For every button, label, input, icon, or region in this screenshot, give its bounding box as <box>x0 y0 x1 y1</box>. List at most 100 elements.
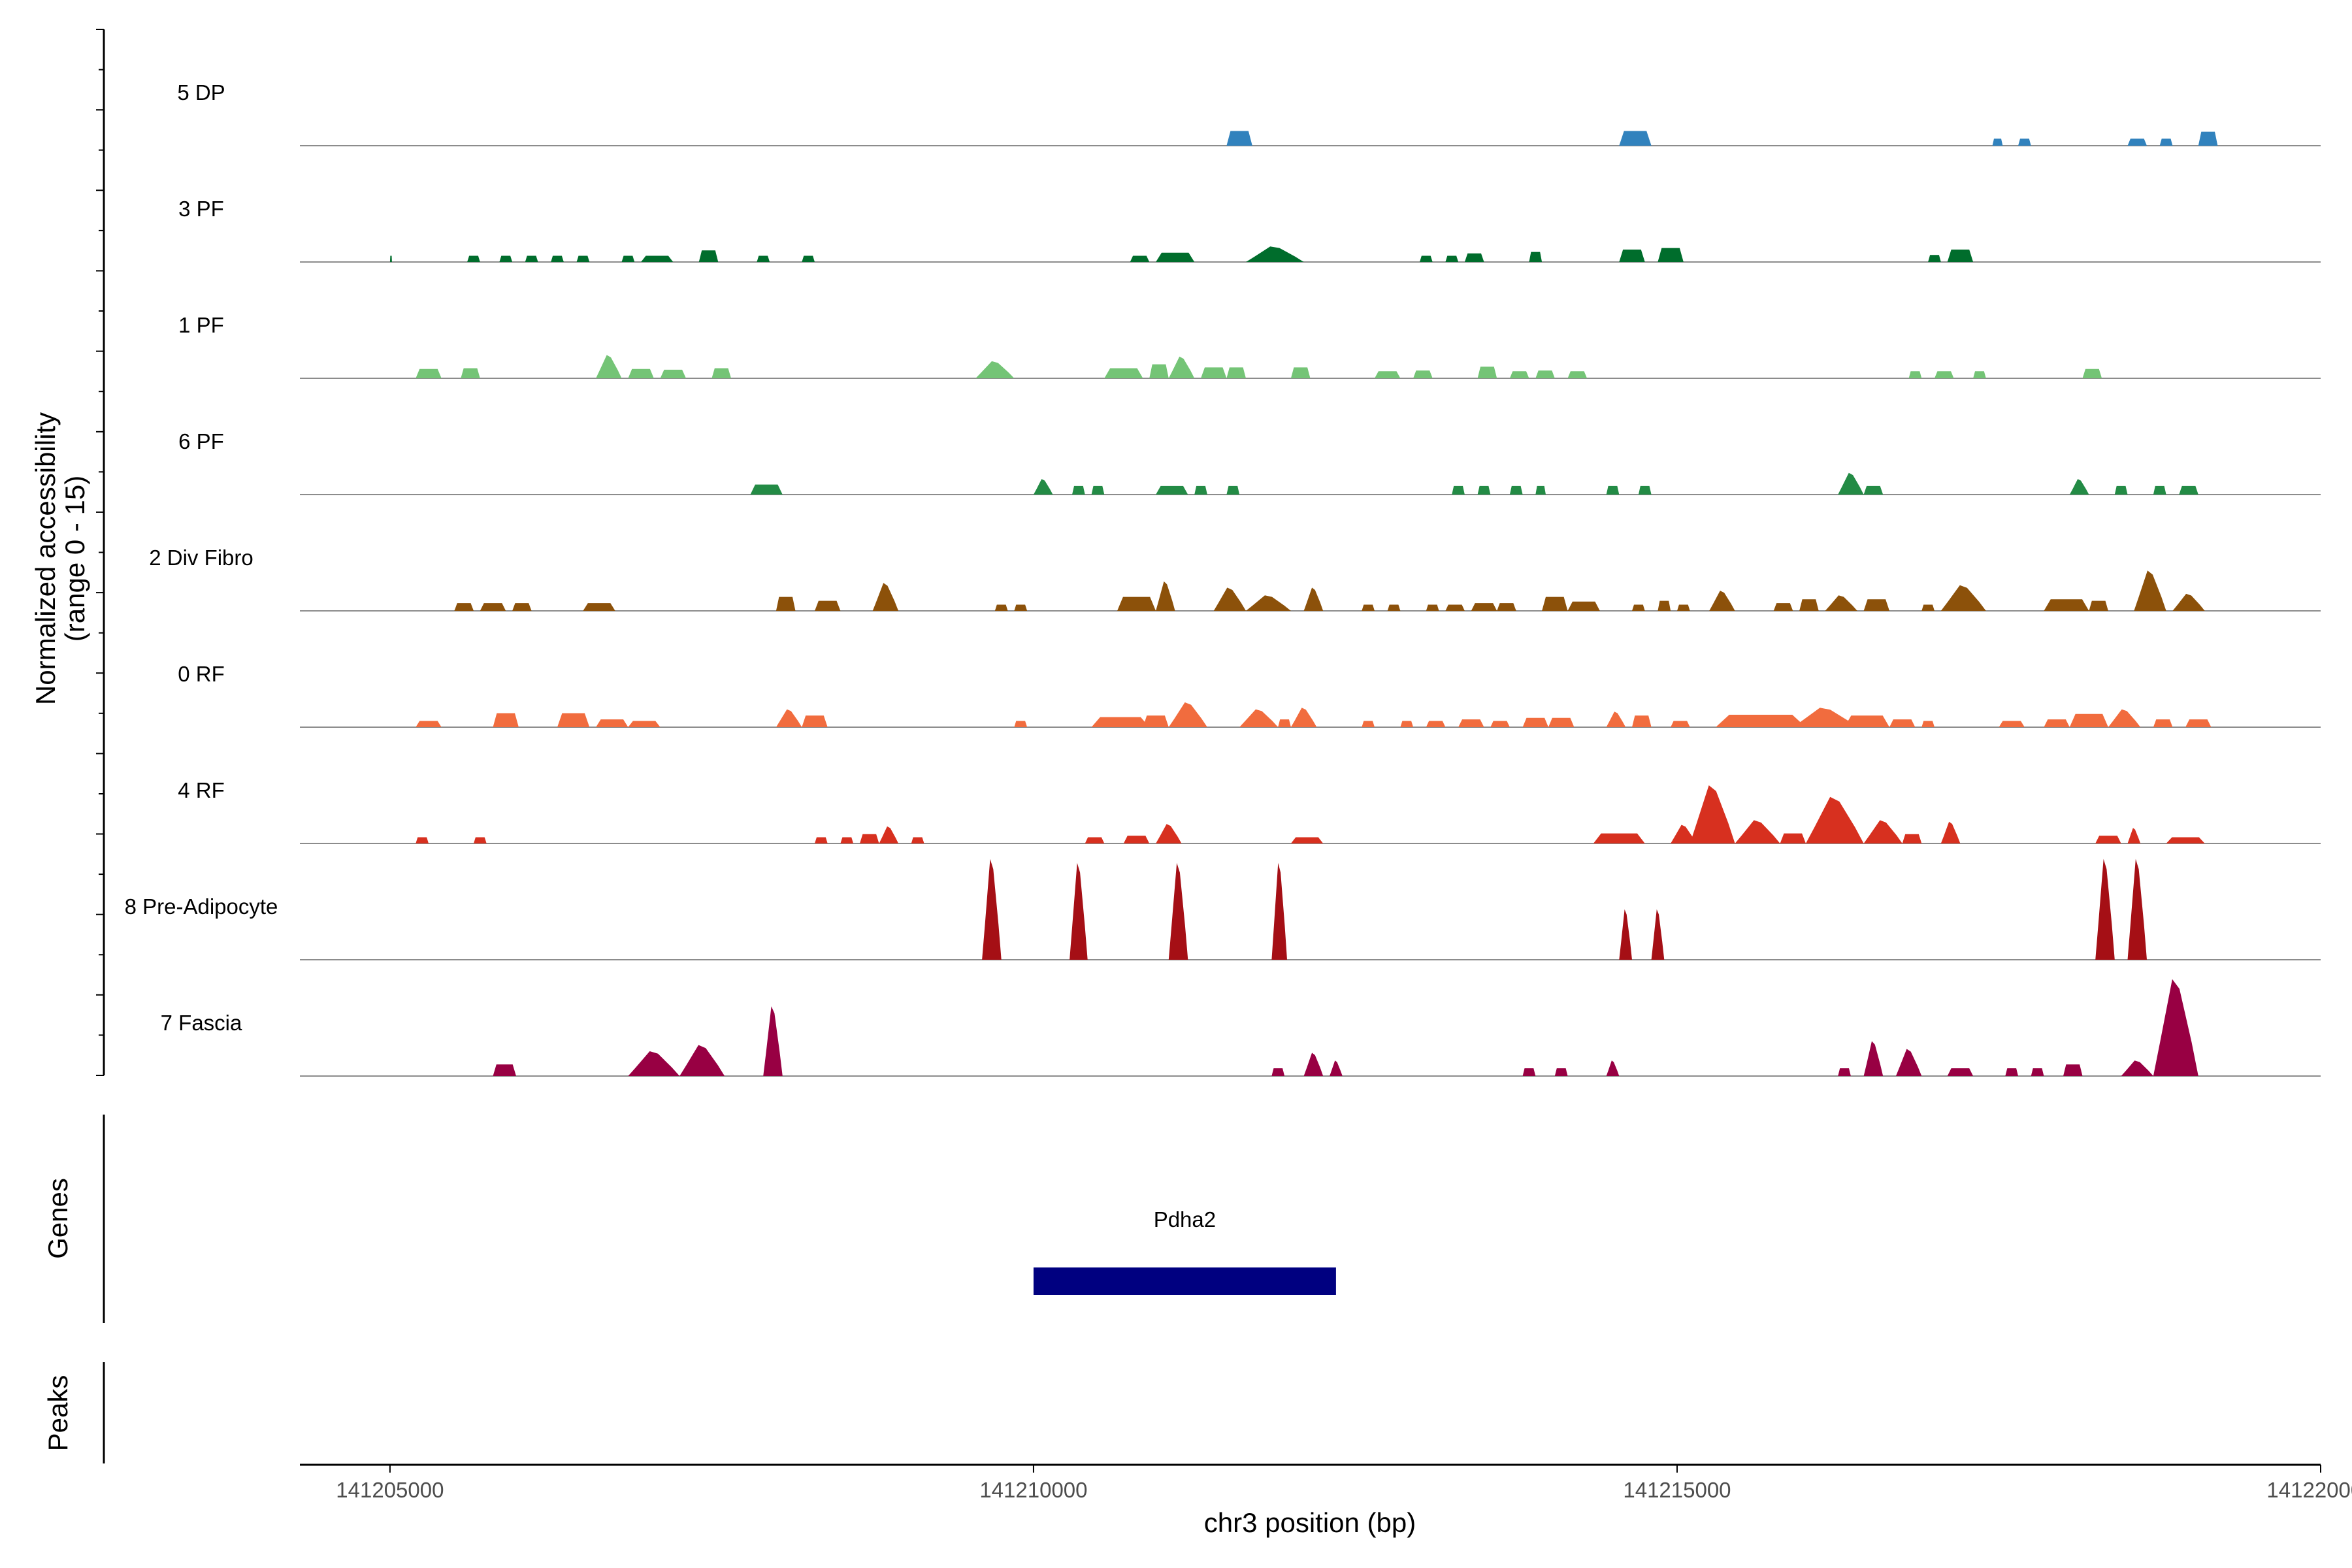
coverage-peak <box>1999 721 2025 727</box>
coverage-peak <box>1477 367 1497 378</box>
coverage-peak <box>621 255 635 262</box>
coverage-peak <box>2153 979 2198 1076</box>
y-axis-title-line1: Normalized accessibility <box>30 412 61 705</box>
x-tick-label: 141205000 <box>336 1478 444 1502</box>
coverage-peak <box>1658 600 1671 611</box>
coverage-peak <box>1490 721 1510 727</box>
genes-panel-label: Genes <box>42 1178 73 1259</box>
coverage-peak <box>660 369 686 378</box>
coverage-peak <box>1889 719 1916 727</box>
coverage-peak <box>1940 821 1961 843</box>
coverage-peak <box>2063 1064 2083 1076</box>
track-1-pf: 1 PF <box>178 313 2321 379</box>
coverage-peak <box>2127 139 2147 146</box>
coverage-peak <box>982 858 1002 960</box>
coverage-peak <box>1780 833 1806 843</box>
coverage-peak <box>1677 604 1690 611</box>
coverage-peak <box>1246 595 1291 611</box>
coverage-peak <box>1606 485 1620 495</box>
coverage-peak <box>416 721 442 727</box>
coverage-peak <box>628 721 661 727</box>
track-4-rf: 4 RF <box>178 778 2321 844</box>
coverage-peak <box>2172 593 2205 611</box>
coverage-peak <box>1509 371 1529 378</box>
x-tick-label: 141215000 <box>1623 1478 1731 1502</box>
coverage-peak <box>1123 836 1150 843</box>
track-label: 7 Fascia <box>161 1011 242 1035</box>
coverage-peak <box>1168 862 1188 960</box>
x-tick-label: 141210000 <box>979 1478 1087 1502</box>
coverage-peak <box>2179 485 2198 495</box>
track-label: 1 PF <box>178 313 224 337</box>
coverage-peak <box>2069 479 2089 495</box>
coverage-peak <box>975 361 1015 378</box>
coverage-peak <box>1070 862 1088 960</box>
coverage-peak <box>1658 248 1684 262</box>
coverage-peak <box>2082 368 2102 378</box>
coverage-peak <box>1522 717 1548 727</box>
coverage-peak <box>1014 721 1028 727</box>
coverage-peak <box>1651 909 1665 960</box>
coverage-peak <box>2095 858 2115 960</box>
coverage-peak <box>1290 837 1324 843</box>
coverage-peak <box>628 1051 680 1076</box>
coverage-peak <box>389 255 392 262</box>
coverage-peak <box>815 837 828 843</box>
coverage-peak <box>1426 721 1446 727</box>
coverage-peak <box>493 713 519 727</box>
coverage-peak <box>416 368 442 378</box>
peaks-panel-label: Peaks <box>42 1375 73 1452</box>
coverage-peak <box>1509 485 1523 495</box>
coverage-peak <box>679 1045 725 1076</box>
coverage-peak <box>1271 862 1287 960</box>
coverage-peak <box>596 719 629 727</box>
coverage-peak <box>1619 250 1645 262</box>
coverage-peak <box>1773 603 1793 611</box>
coverage-peak <box>499 255 513 262</box>
track-label: 6 PF <box>178 429 224 453</box>
coverage-peak <box>576 255 590 262</box>
coverage-peak <box>1735 820 1780 843</box>
coverage-peak <box>525 255 538 262</box>
track-2-div-fibro: 2 Div Fibro <box>149 546 2321 612</box>
coverage-peak <box>467 255 480 262</box>
coverage-peak <box>1671 825 1697 843</box>
coverage-peak <box>1387 604 1401 611</box>
coverage-peak <box>1838 472 1864 495</box>
coverage-peak <box>1426 604 1439 611</box>
coverage-peak <box>1535 370 1555 378</box>
coverage-peak <box>1117 596 1156 611</box>
coverage-peak <box>1156 485 1188 495</box>
coverage-peak <box>1226 367 1246 378</box>
coverage-peak <box>802 715 828 727</box>
coverage-peak <box>1290 367 1311 378</box>
coverage-peak <box>493 1064 516 1076</box>
coverage-peak <box>1420 255 1433 262</box>
track-7-fascia: 7 Fascia <box>161 979 2321 1077</box>
coverage-peak <box>1935 371 1954 378</box>
coverage-peak <box>1690 785 1735 843</box>
coverage-peak <box>1606 1060 1620 1076</box>
coverage-peak <box>776 596 796 611</box>
coverage-peak <box>1290 708 1317 727</box>
coverage-peak <box>583 603 615 611</box>
coverage-peak <box>1156 581 1175 611</box>
coverage-peak <box>2185 719 2212 727</box>
coverage-peak <box>1825 595 1857 611</box>
coverage-peak <box>1156 824 1182 843</box>
coverage-peak <box>474 837 487 843</box>
coverage-peak <box>1793 708 1857 727</box>
track-label: 4 RF <box>178 778 225 802</box>
coverage-peak <box>596 355 622 378</box>
coverage-peak <box>1458 719 1484 727</box>
coverage-peak <box>1863 1041 1884 1076</box>
coverage-peak <box>1529 252 1543 262</box>
coverage-peak <box>1213 587 1246 611</box>
coverage-peak <box>1330 1060 1343 1076</box>
coverage-peak <box>1014 604 1028 611</box>
coverage-peak <box>2044 719 2070 727</box>
coverage-peak <box>1671 721 1690 727</box>
coverage-peak <box>1863 599 1889 611</box>
coverage-peak <box>1303 587 1324 611</box>
coverage-peak <box>1921 604 1935 611</box>
